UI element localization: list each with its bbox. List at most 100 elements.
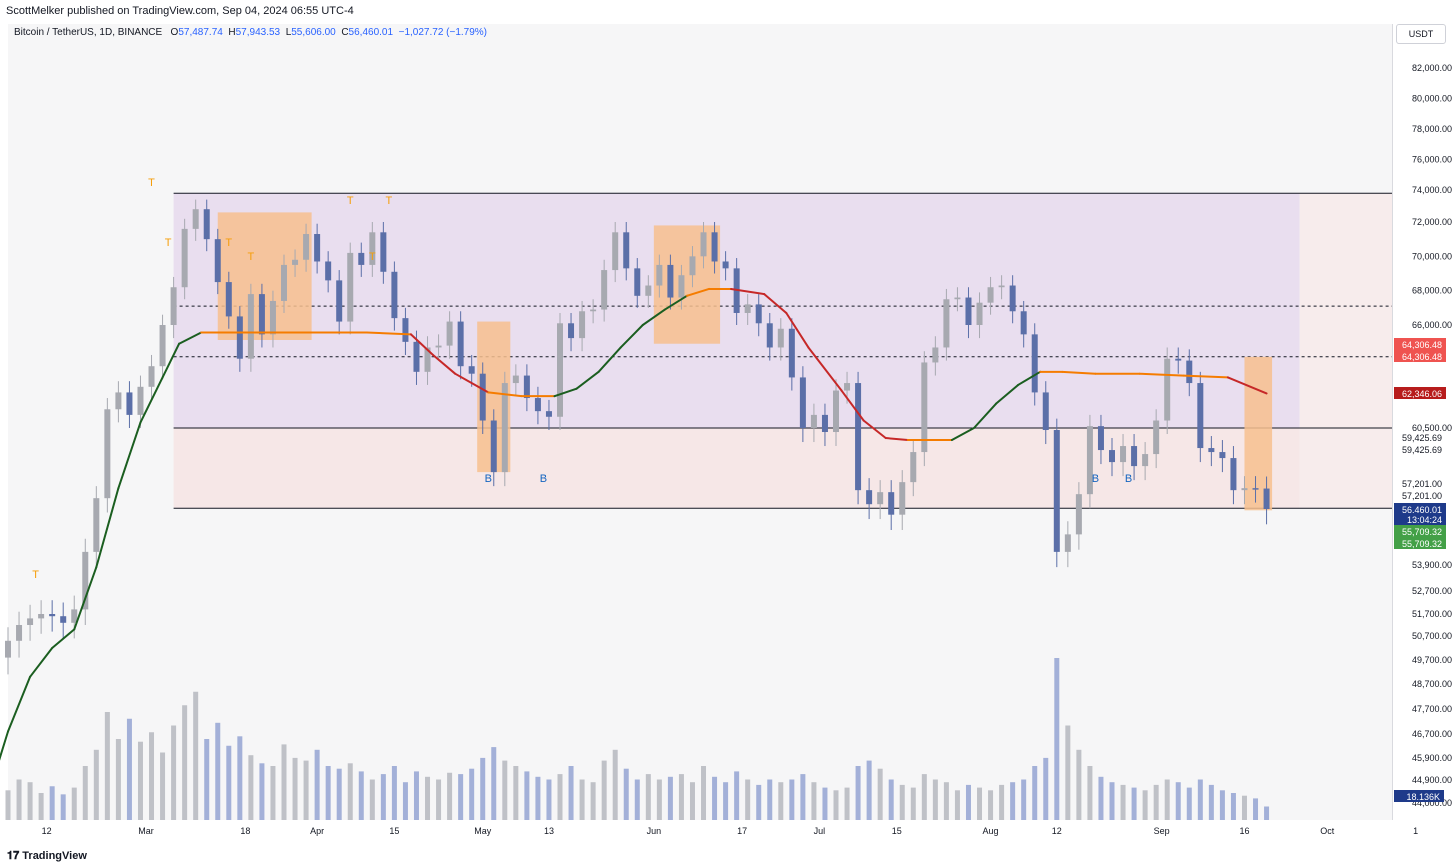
orange-zone-3 [1244,356,1273,511]
volume-bar [899,784,905,820]
time-tick-label: Aug [983,826,999,836]
volume-bar [557,774,563,820]
time-tick-label: 18 [240,826,250,836]
volume-bar [1131,787,1137,820]
volume-bar [1043,757,1049,820]
volume-bar [71,787,77,820]
candle-body [678,275,685,298]
volume-bar [491,747,497,820]
tradingview-logo[interactable]: 𝟏𝟕 TradingView [7,850,87,863]
trend-line-segment [973,402,998,429]
candle-body [181,228,188,288]
price-label-bg [1394,338,1446,350]
candle-body [722,261,729,269]
volume-bar [667,776,673,820]
volume-bar [171,725,177,820]
candle-body [1109,450,1115,463]
logo-icon: 𝟏𝟕 [7,850,23,862]
open-value: 57,487.74 [178,27,223,38]
trend-line-segment [1061,370,1097,375]
volume-bar [568,766,574,820]
candle-body [998,285,1005,288]
open-label: O [170,27,179,38]
time-tick-label: Mar [138,826,154,836]
marker-t: T [386,195,393,207]
candle-body [1131,446,1138,467]
candle-body [866,490,873,505]
marker-b: B [1125,473,1132,485]
trend-line-segment [178,331,203,345]
trend-line-segment [432,353,457,375]
volume-bar [126,718,132,820]
candle-body [1042,392,1049,431]
volume-bar [137,741,143,820]
volume-bar [380,774,386,820]
marker-t: T [225,237,232,249]
volume-bar [535,776,541,820]
volume-bar [745,779,751,820]
candle-body [557,323,563,417]
publisher-bar: ScottMelker published on TradingView.com… [0,0,1456,24]
candle-body [623,232,630,269]
currency-selector[interactable]: USDT [1396,24,1446,44]
candle-body [203,209,210,240]
marker-t: T [165,237,172,249]
volume-bar [259,763,265,820]
marker-b: B [540,473,547,485]
price-tick-label: 49,700.00 [1412,655,1452,665]
candle-body [810,414,817,428]
candle-body [303,234,310,260]
marker-t: T [369,251,376,263]
volume-bar [402,782,408,820]
candle-body [402,318,409,342]
volume-bar [954,790,960,820]
candle-body [446,321,453,346]
volume-bar [237,736,243,820]
candle-body [579,311,586,339]
candle-body [888,492,895,515]
price-axis-panel[interactable] [1392,24,1456,820]
volume-bar [789,779,795,820]
candle-body [104,409,111,499]
candle-body [667,264,674,298]
marker-b: B [1092,473,1099,485]
volume-bar [689,782,695,820]
price-label-bg [1394,387,1446,399]
price-tick-label: 44,900.00 [1412,775,1452,785]
candle-body [16,625,23,641]
price-label-bg [1394,503,1446,515]
volume-bar [645,774,651,820]
volume-bar [347,763,353,820]
volume-bar [612,749,618,820]
volume-bar [723,782,729,820]
candle-body [1186,360,1193,384]
candle-body [656,264,663,286]
trend-line-segment [1138,372,1185,377]
volume-bar [60,794,66,820]
price-label: 57,201.00 [1402,479,1442,489]
volume-bar [932,779,938,820]
candle-body [369,232,376,265]
candle-body [910,452,917,483]
volume-bar [16,779,22,820]
volume-bar [49,786,55,820]
candle-body [512,375,519,384]
candle-body [1219,452,1226,459]
price-label-bg [1394,513,1446,525]
candle-body [777,328,784,348]
time-tick-label: Oct [1320,826,1335,836]
trend-line-segment [487,391,523,398]
volume-bar [1175,782,1181,820]
volume-bar [965,784,971,820]
volume-bar [193,691,199,820]
close-value: 56,460.01 [348,27,394,38]
price-label: 59,425.69 [1402,433,1442,443]
volume-bar [425,776,431,820]
volume-bar [800,774,806,820]
trend-line-segment [785,311,810,349]
volume-bar [1076,749,1082,820]
volume-bar [833,790,839,820]
range-box-lower [173,428,1300,509]
volume-bar [248,755,254,820]
